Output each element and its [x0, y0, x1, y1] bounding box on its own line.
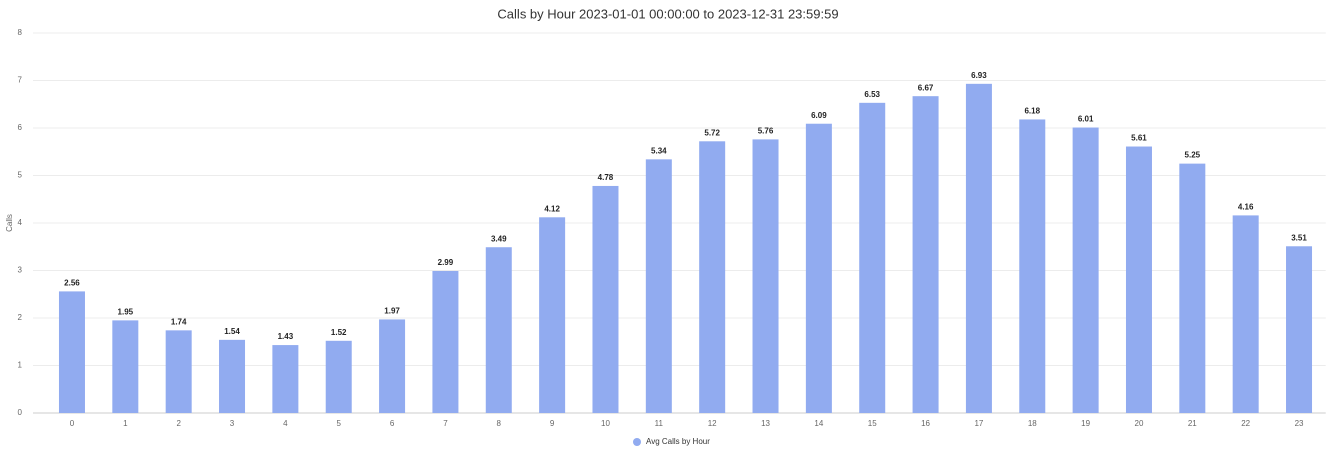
x-tick-label: 5: [336, 419, 341, 428]
bar: [859, 102, 886, 413]
bar: [1179, 163, 1206, 413]
x-tick-label: 7: [443, 419, 448, 428]
y-tick-label: 4: [18, 218, 23, 227]
data-label: 2.99: [438, 258, 454, 267]
x-tick-label: 11: [655, 419, 664, 428]
data-label: 5.25: [1185, 151, 1201, 160]
bar: [965, 83, 992, 413]
x-tick-label: 10: [601, 419, 610, 428]
x-tick-label: 8: [497, 419, 502, 428]
x-tick-label: 3: [230, 419, 235, 428]
bar: [219, 339, 246, 413]
legend-marker: [633, 438, 641, 446]
bar: [112, 320, 139, 413]
x-tick-label: 1: [123, 419, 128, 428]
legend-label: Avg Calls by Hour: [646, 437, 710, 446]
bar: [592, 185, 619, 413]
data-label: 5.61: [1131, 134, 1147, 143]
data-label: 3.49: [491, 234, 507, 243]
data-label: 5.72: [704, 128, 720, 137]
bar: [699, 141, 726, 414]
data-label: 1.54: [224, 327, 240, 336]
data-label: 6.67: [918, 83, 934, 92]
bar: [912, 96, 939, 414]
bar: [539, 217, 566, 413]
x-tick-label: 13: [761, 419, 770, 428]
data-label: 1.74: [171, 317, 187, 326]
x-tick-label: 16: [921, 419, 930, 428]
bar: [165, 330, 192, 413]
data-label: 1.97: [384, 307, 400, 316]
bar: [432, 270, 459, 413]
data-label: 5.76: [758, 127, 774, 136]
data-label: 4.78: [598, 173, 614, 182]
x-tick-label: 18: [1028, 419, 1037, 428]
bar: [325, 340, 352, 413]
data-label: 1.43: [278, 332, 294, 341]
data-label: 4.12: [544, 204, 560, 213]
y-tick-label: 7: [18, 76, 23, 85]
bar: [752, 139, 779, 413]
x-tick-label: 14: [814, 419, 823, 428]
data-label: 6.09: [811, 111, 827, 120]
data-label: 6.01: [1078, 115, 1094, 124]
bar: [1019, 119, 1046, 413]
data-label: 6.53: [864, 90, 880, 99]
x-tick-label: 22: [1241, 419, 1250, 428]
bar: [1286, 246, 1313, 413]
data-label: 5.34: [651, 146, 667, 155]
y-tick-label: 6: [18, 123, 23, 132]
x-tick-label: 0: [70, 419, 75, 428]
x-tick-label: 12: [708, 419, 717, 428]
y-tick-label: 3: [18, 266, 23, 275]
bar: [805, 123, 832, 413]
chart-title: Calls by Hour 2023-01-01 00:00:00 to 202…: [497, 6, 838, 21]
x-tick-label: 4: [283, 419, 288, 428]
bar: [1125, 146, 1152, 413]
x-tick-label: 6: [390, 419, 395, 428]
bar: [58, 291, 85, 413]
data-label: 4.16: [1238, 203, 1254, 212]
bar: [1232, 215, 1259, 413]
x-tick-label: 21: [1188, 419, 1197, 428]
y-tick-label: 0: [18, 408, 23, 417]
x-tick-label: 19: [1081, 419, 1090, 428]
bar: [1072, 127, 1099, 414]
x-tick-label: 2: [176, 419, 181, 428]
x-tick-label: 15: [868, 419, 877, 428]
y-tick-label: 2: [18, 313, 23, 322]
y-axis-label: Calls: [5, 214, 14, 232]
bar: [272, 345, 299, 413]
data-label: 1.95: [118, 307, 134, 316]
data-label: 6.18: [1024, 107, 1040, 116]
data-label: 2.56: [64, 279, 80, 288]
bar: [379, 319, 406, 413]
x-tick-label: 17: [974, 419, 983, 428]
data-label: 3.51: [1291, 233, 1307, 242]
data-label: 6.93: [971, 71, 987, 80]
x-tick-label: 23: [1295, 419, 1304, 428]
y-tick-label: 8: [18, 28, 23, 37]
y-tick-label: 5: [18, 171, 23, 180]
x-tick-label: 9: [550, 419, 555, 428]
bar: [645, 159, 672, 413]
y-tick-label: 1: [18, 361, 23, 370]
data-label: 1.52: [331, 328, 347, 337]
x-tick-label: 20: [1135, 419, 1144, 428]
bar: [485, 247, 512, 413]
